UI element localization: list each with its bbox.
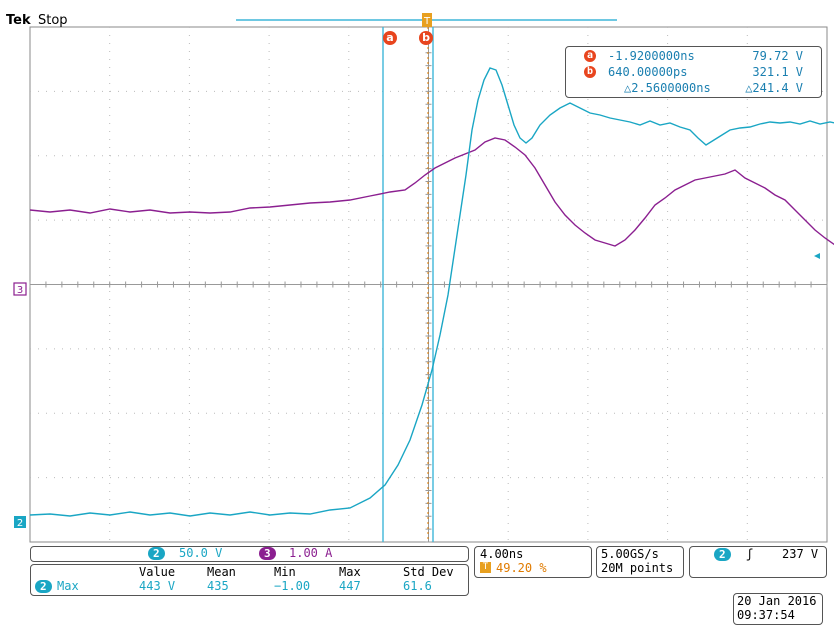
meas-header-stddev: Std Dev [403,565,454,579]
measurement-panel[interactable]: 2 Max Value Mean Min Max Std Dev 443 V 4… [30,564,469,596]
ch3-scale: 1.00 A [289,546,333,560]
brand-logo: Tek [6,13,31,28]
meas-value: 443 V [139,579,176,593]
trigger-source-badge: 2 [714,548,731,561]
cursor-b-badge[interactable]: b [419,31,433,45]
timebase-scale: 4.00ns [480,547,524,561]
trigger-level: 237 V [782,547,819,561]
trigger-marker-icon[interactable] [422,13,432,27]
graticule [29,26,828,543]
cursor-b-readout-badge: b [584,66,596,78]
acquisition-status: Stop [38,13,68,28]
meas-header-max: Max [339,565,361,579]
waveform-ch3 [29,137,834,247]
ch2-ground-marker-label: 2 [17,518,23,529]
cursor-delta-value: △241.4 V [745,81,803,95]
ch2-ground-marker-icon[interactable] [14,516,26,528]
record-length: 20M points [601,561,674,575]
meas-name: Max [57,579,79,593]
cursor-a-row: a -1.9200000ns 79.72 V [566,49,821,65]
meas-max: 447 [339,579,361,593]
cursor-a-value: 79.72 V [752,49,803,63]
trigger-position: 49.20 % [496,561,547,575]
cursor-b-row: b 640.00000ps 321.1 V [566,65,821,81]
ch2-scale: 50.0 V [179,546,223,560]
trigger-panel[interactable]: 2 ʃ 237 V [689,546,827,578]
cursor-a-readout-badge: a [584,50,596,62]
channel-scale-bar[interactable]: 2 50.0 V 3 1.00 A [30,546,469,562]
cursor-delta-time: △2.5600000ns [624,81,711,95]
trigger-marker-label: T [423,16,431,27]
meas-min: −1.00 [274,579,311,593]
ch2-badge[interactable]: 2 [148,547,165,560]
meas-mean: 435 [207,579,229,593]
waveform-ch2 [29,67,834,517]
cursor-b-time: 640.00000ps [608,65,688,79]
sample-rate: 5.00GS/s [601,547,659,561]
meas-header-min: Min [274,565,296,579]
cursor-b-value: 321.1 V [752,65,803,79]
time: 09:37:54 [737,608,795,622]
meas-channel-badge: 2 [35,580,52,593]
cursor-a-time: -1.9200000ns [608,49,695,63]
rising-edge-icon: ʃ [746,547,754,561]
ch3-ground-marker-icon[interactable] [13,282,27,296]
trigger-level-arrow-icon[interactable] [814,253,820,259]
datetime-panel: 20 Jan 2016 09:37:54 [733,593,823,625]
ch3-badge[interactable]: 3 [259,547,276,560]
date: 20 Jan 2016 [737,594,817,608]
cursor-delta-row: △2.5600000ns △241.4 V [566,81,821,97]
cursor-readout-panel: a -1.9200000ns 79.72 V b 640.00000ps 321… [565,46,822,98]
acquisition-panel[interactable]: 5.00GS/s 20M points [596,546,684,578]
ch3-ground-marker-label: 3 [17,285,23,296]
meas-header-mean: Mean [207,565,236,579]
timebase-panel[interactable]: 4.00ns T 49.20 % [474,546,592,578]
meas-header-value: Value [139,565,176,579]
cursor-a-badge[interactable]: a [383,31,397,45]
meas-stddev: 61.6 [403,579,432,593]
trigger-position-icon: T [480,562,491,573]
